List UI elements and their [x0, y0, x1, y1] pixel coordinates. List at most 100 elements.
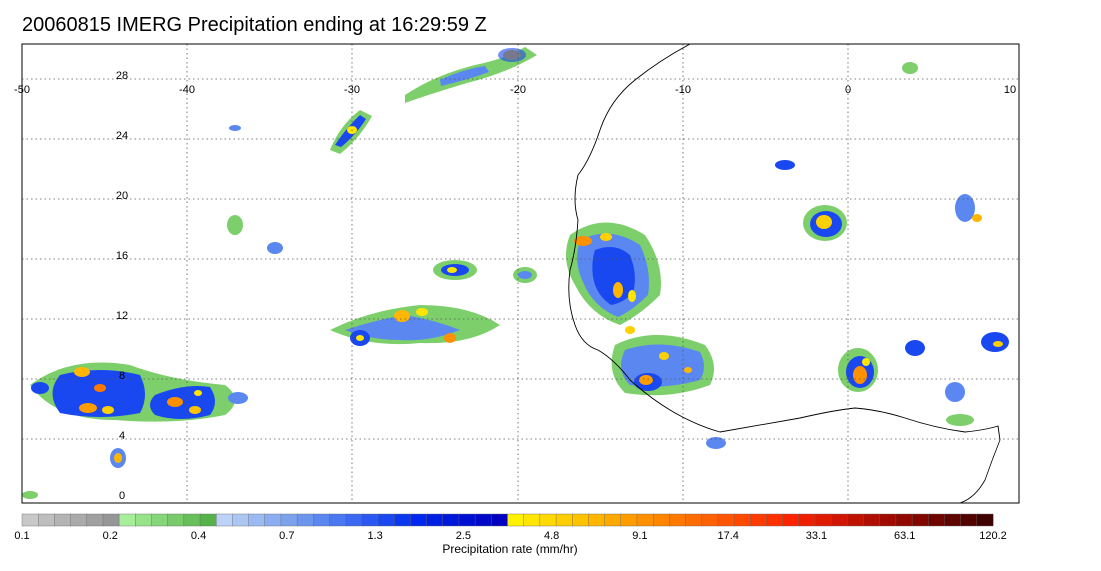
map-frame — [21, 43, 1020, 504]
rain-cell — [518, 271, 532, 279]
rain-core — [444, 333, 456, 343]
colorbar-swatch — [199, 513, 217, 527]
rain-core — [74, 367, 90, 377]
colorbar-tick-label: 120.2 — [979, 530, 1007, 542]
rain-core — [862, 358, 870, 366]
africa-coastline — [568, 44, 1001, 441]
island-coastline — [22, 492, 23, 494]
offshore-coastline — [959, 439, 1001, 503]
rain-core — [816, 215, 832, 229]
colorbar — [21, 513, 994, 527]
colorbar-swatch — [264, 513, 282, 527]
rain-core — [639, 375, 653, 385]
lon-tick-label: -30 — [344, 84, 360, 96]
colorbar-swatch — [410, 513, 428, 527]
colorbar-swatch — [750, 513, 767, 527]
precip-layer — [22, 47, 1009, 499]
colorbar-swatch — [329, 513, 347, 527]
rain-core — [574, 236, 592, 246]
colorbar-swatch — [863, 513, 881, 527]
colorbar-swatch — [151, 513, 169, 527]
colorbar-swatch — [70, 513, 88, 527]
colorbar-tick-label: 33.1 — [806, 530, 827, 542]
colorbar-tick-label: 63.1 — [894, 530, 915, 542]
colorbar-swatch — [685, 513, 703, 527]
colorbar-swatch — [248, 513, 266, 527]
colorbar-swatch — [280, 513, 298, 527]
lat-tick-label: 8 — [119, 370, 125, 382]
rain-core — [600, 233, 612, 241]
colorbar-swatch — [701, 513, 719, 527]
colorbar-swatch — [37, 513, 55, 527]
rain-core — [853, 366, 867, 384]
lon-tick-label: 10 — [1004, 84, 1016, 96]
colorbar-swatch — [442, 513, 460, 527]
colorbar-swatch — [539, 513, 557, 527]
colorbar-swatch — [782, 513, 800, 527]
colorbar-swatch — [766, 513, 784, 527]
colorbar-swatch — [215, 513, 233, 527]
colorbar-swatch — [232, 513, 250, 527]
colorbar-swatch — [167, 513, 185, 527]
colorbar-swatch — [86, 513, 104, 527]
colorbar-swatch — [361, 513, 379, 527]
colorbar-swatch — [669, 513, 687, 527]
colorbar-swatch — [21, 513, 39, 527]
colorbar-swatch — [458, 513, 476, 527]
colorbar-swatch — [604, 513, 622, 527]
colorbar-swatch — [394, 513, 411, 527]
colorbar-tick-label: 2.5 — [456, 530, 471, 542]
lat-tick-label: 12 — [116, 310, 128, 322]
rain-cell — [902, 62, 918, 74]
colorbar-swatch — [102, 513, 120, 527]
colorbar-swatch — [652, 513, 670, 527]
colorbar-swatch — [572, 513, 589, 527]
lat-tick-label: 28 — [116, 70, 128, 82]
rain-core — [189, 406, 201, 414]
colorbar-swatch — [345, 513, 363, 527]
colorbar-tick-label: 0.1 — [14, 530, 29, 542]
rain-cell — [31, 382, 49, 394]
colorbar-swatch — [960, 513, 978, 527]
colorbar-swatch — [426, 513, 444, 527]
lat-tick-label: 20 — [116, 190, 128, 202]
rain-core — [416, 308, 428, 316]
rain-core — [613, 282, 623, 298]
rain-core — [356, 335, 364, 341]
rain-core — [659, 352, 669, 360]
colorbar-swatch — [54, 513, 72, 527]
rain-cell — [905, 340, 925, 356]
colorbar-swatch — [944, 513, 962, 527]
colorbar-swatch — [555, 513, 573, 527]
colorbar-swatch — [717, 513, 735, 527]
rain-cell — [229, 125, 241, 131]
rain-cell — [955, 194, 975, 222]
rain-cell — [946, 414, 974, 426]
colorbar-swatch — [636, 513, 654, 527]
colorbar-swatch — [507, 513, 525, 527]
colorbar-swatch — [830, 513, 848, 527]
lon-tick-label: 0 — [845, 84, 851, 96]
lon-tick-label: -50 — [14, 84, 30, 96]
colorbar-swatch — [879, 513, 897, 527]
rain-cell — [267, 242, 283, 254]
colorbar-swatch — [798, 513, 816, 527]
colorbar-ticks: 0.1 0.2 0.4 0.7 1.3 2.5 4.8 9.1 17.4 33.1 63.1 120.… — [14, 530, 1006, 542]
colorbar-tick-label: 9.1 — [632, 530, 647, 542]
rain-cell — [345, 315, 460, 341]
coastline — [22, 44, 1001, 503]
colorbar-swatch — [377, 513, 395, 527]
colorbar-swatch — [895, 513, 913, 527]
rain-cell — [945, 382, 965, 402]
colorbar-swatch — [183, 513, 201, 527]
lat-tick-label: 16 — [116, 250, 128, 262]
rain-core — [394, 310, 410, 322]
lat-tick-label: 24 — [116, 130, 128, 142]
colorbar-tick-label: 0.4 — [191, 530, 206, 542]
rain-core — [993, 341, 1003, 347]
colorbar-swatch — [928, 513, 945, 527]
rain-cell — [228, 392, 248, 404]
colorbar-swatch — [313, 513, 330, 527]
lon-tick-label: -40 — [179, 84, 195, 96]
rain-core — [79, 403, 97, 413]
